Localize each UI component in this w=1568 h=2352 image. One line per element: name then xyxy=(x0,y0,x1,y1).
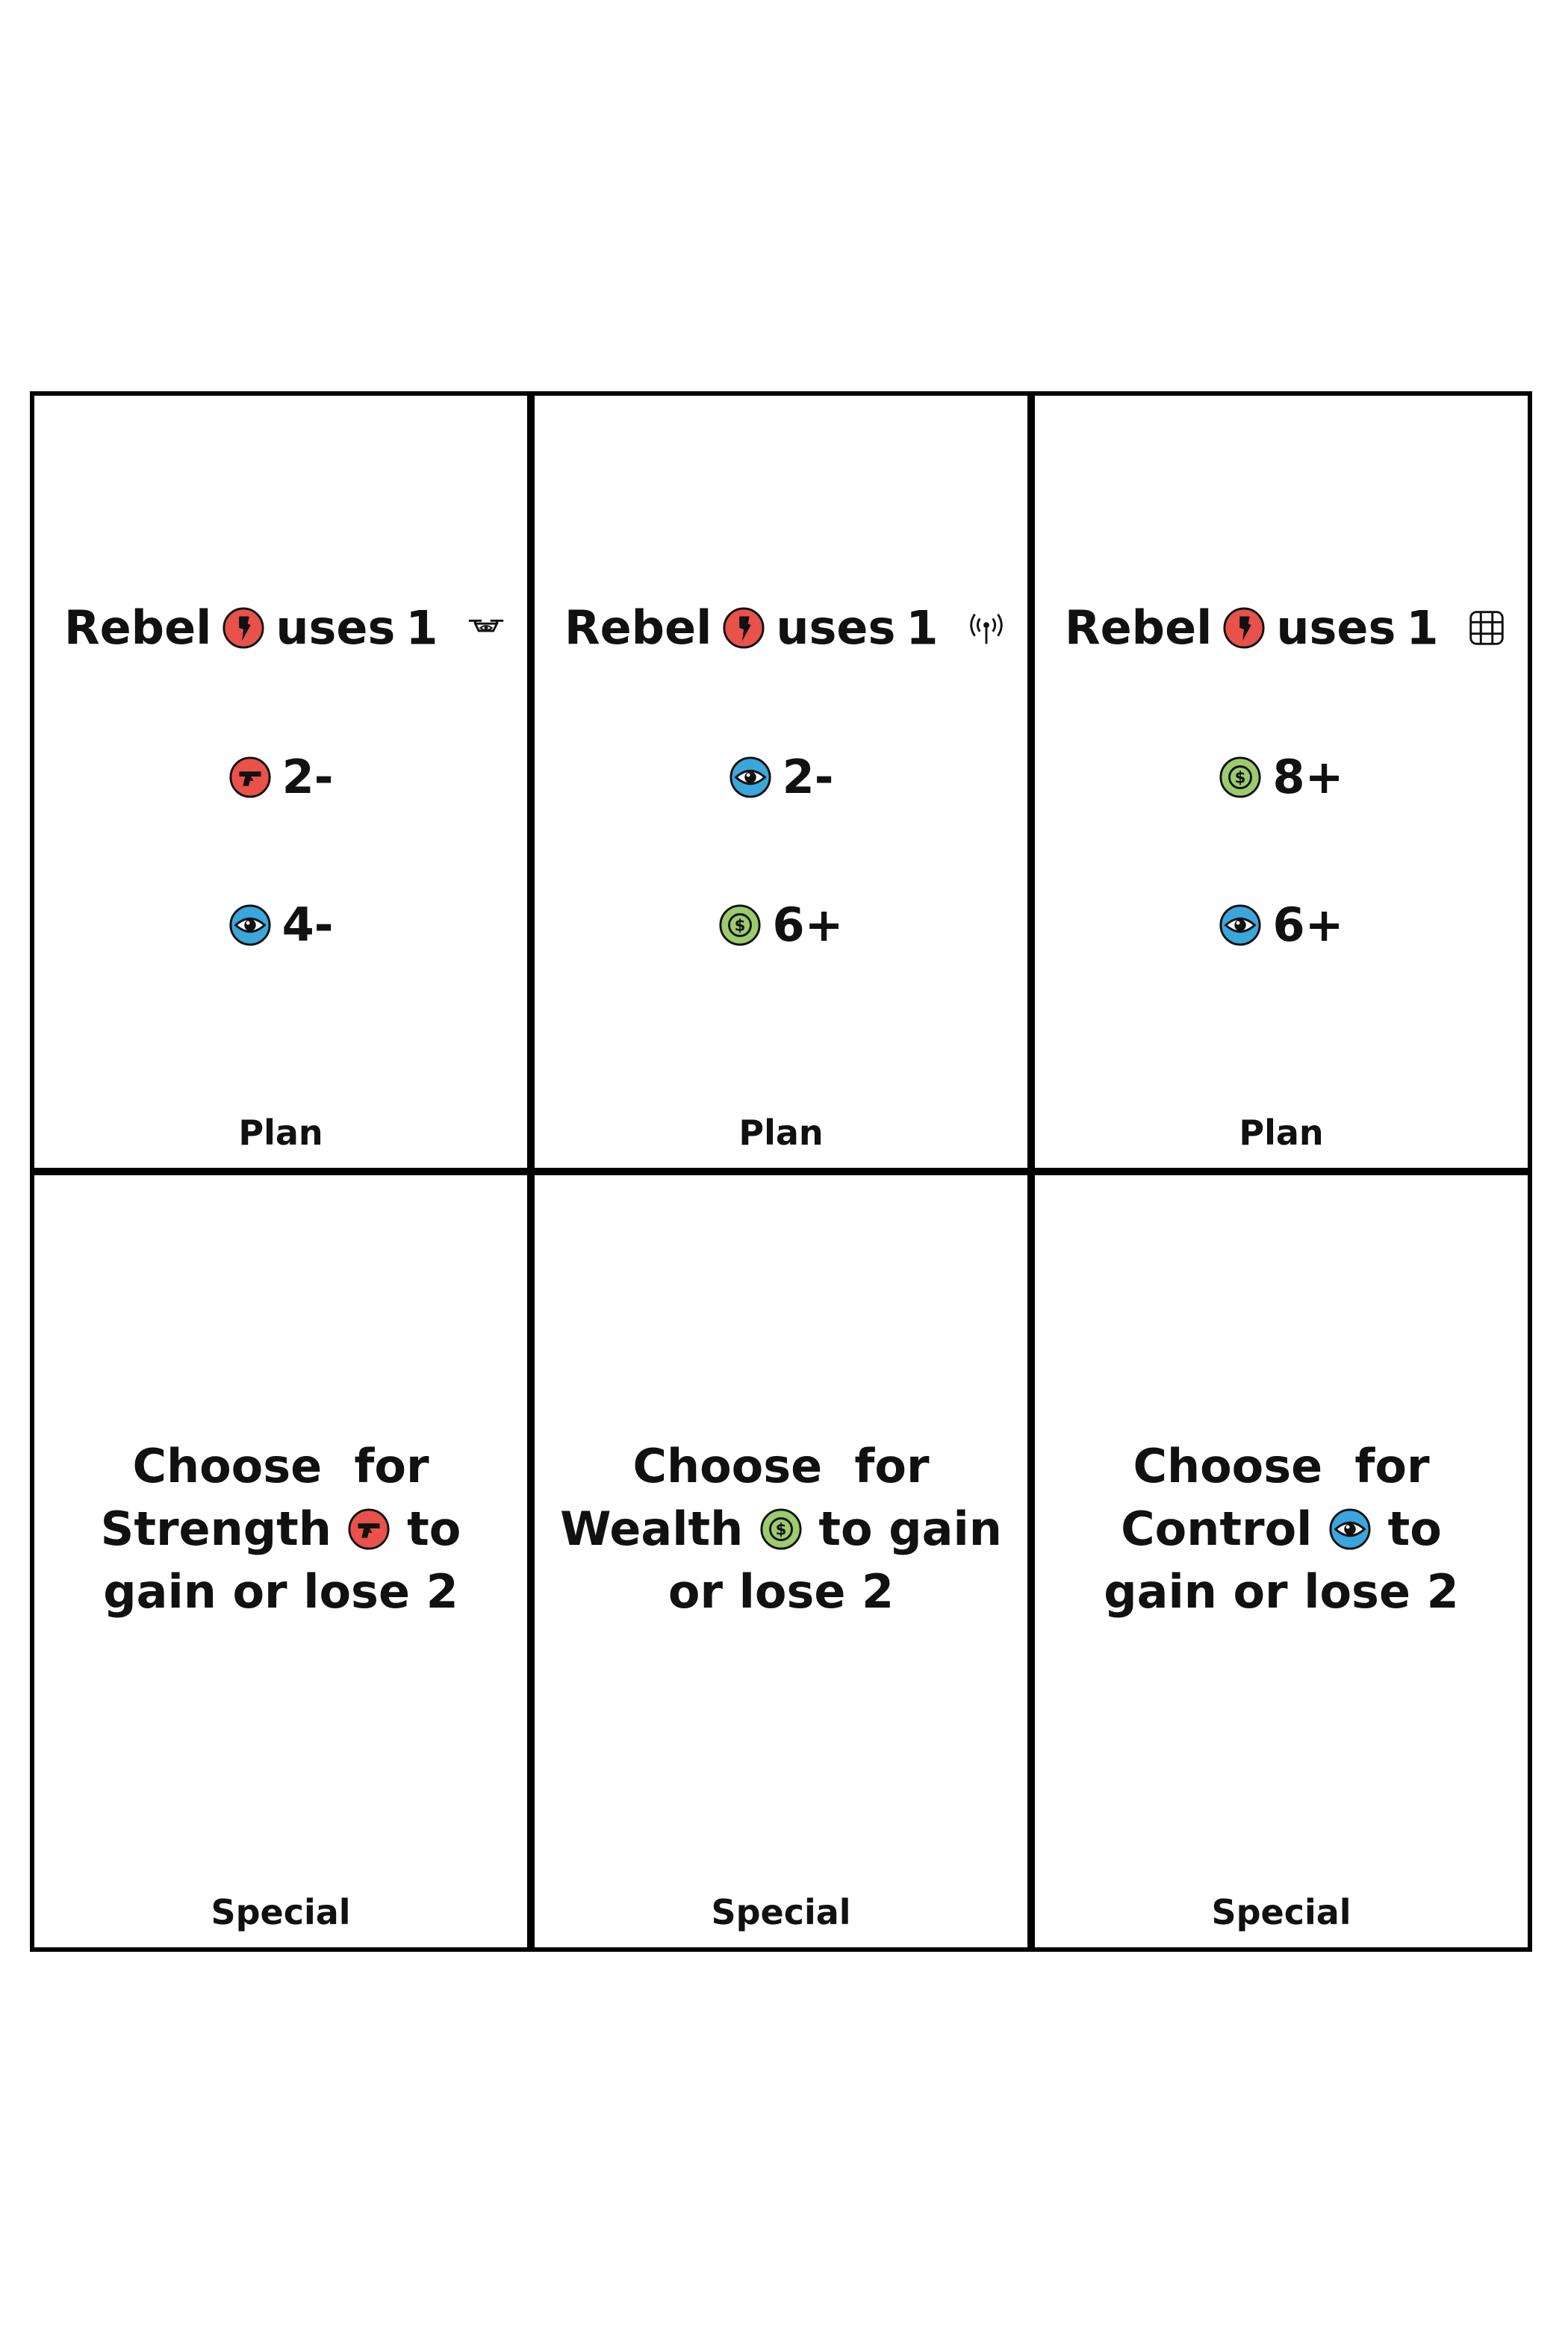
control-eye-icon xyxy=(1219,903,1262,947)
special-text: Choose for Wealth to gain or lose 2 xyxy=(542,1175,1020,1880)
requirement-row: 2- xyxy=(535,747,1027,804)
uses-count: 1 xyxy=(906,600,939,656)
requirement-row: 8+ xyxy=(1035,747,1528,804)
rebel-label: Rebel xyxy=(1064,600,1213,656)
uses-count: 1 xyxy=(1406,600,1439,656)
wealth-dollar-icon xyxy=(718,903,762,947)
card-type-label: Plan xyxy=(238,1113,323,1153)
special-card-wealth[interactable]: Choose for Wealth to gain or lose 2 Spec… xyxy=(530,1171,1032,1952)
special-card-strength[interactable]: Choose for Strength to gain or lose 2 Sp… xyxy=(30,1171,532,1952)
control-eye-icon xyxy=(1328,1508,1372,1551)
requirement-value: 6+ xyxy=(772,897,844,953)
strength-gun-icon xyxy=(228,756,272,799)
wealth-dollar-icon xyxy=(1219,756,1262,799)
card-type-label: Special xyxy=(1211,1892,1351,1932)
plan-headline: Rebel uses 1 xyxy=(535,597,1027,655)
requirement-value: 2- xyxy=(782,750,834,805)
special-text-before: Choose for Control xyxy=(1121,1439,1446,1556)
rebel-icon xyxy=(222,606,265,650)
requirement-row: 6+ xyxy=(1035,895,1528,952)
special-text-after: to gain or lose 2 xyxy=(1104,1501,1459,1619)
plan-headline: Rebel uses 1 xyxy=(1035,597,1528,655)
drone-icon xyxy=(464,606,508,650)
card-type-label: Special xyxy=(211,1892,351,1932)
requirement-value: 2- xyxy=(281,750,334,805)
wealth-dollar-icon xyxy=(759,1508,803,1551)
control-eye-icon xyxy=(729,756,772,799)
special-text-before: Choose for Strength xyxy=(100,1439,446,1556)
requirement-value: 8+ xyxy=(1272,750,1344,805)
rebel-label: Rebel xyxy=(564,600,712,656)
rebel-label: Rebel xyxy=(63,600,212,656)
plan-card-2[interactable]: Rebel uses 1 2- 6+ Plan xyxy=(530,391,1032,1172)
requirement-row: 6+ xyxy=(535,895,1027,952)
special-card-control[interactable]: Choose for Control to gain or lose 2 Spe… xyxy=(1030,1171,1532,1952)
special-text: Choose for Strength to gain or lose 2 xyxy=(42,1175,520,1880)
chip-card-icon xyxy=(1465,606,1508,650)
strength-gun-icon xyxy=(347,1508,391,1551)
card-type-label: Special xyxy=(711,1892,851,1932)
special-text: Choose for Control to gain or lose 2 xyxy=(1042,1175,1520,1880)
rebel-icon xyxy=(1222,606,1266,650)
special-text-before: Choose for Wealth xyxy=(560,1439,946,1556)
uses-label: uses xyxy=(1276,600,1396,656)
plan-card-1[interactable]: Rebel uses 1 2- 4- Plan xyxy=(30,391,532,1172)
card-type-label: Plan xyxy=(738,1113,824,1153)
plan-card-3[interactable]: Rebel uses 1 8+ 6+ Plan xyxy=(1030,391,1532,1172)
requirement-row: 2- xyxy=(34,747,527,804)
rebel-icon xyxy=(722,606,765,650)
uses-count: 1 xyxy=(405,600,438,656)
card-type-label: Plan xyxy=(1239,1113,1324,1153)
plan-headline: Rebel uses 1 xyxy=(34,597,527,655)
uses-label: uses xyxy=(276,600,396,656)
requirement-value: 6+ xyxy=(1272,897,1344,953)
requirement-row: 4- xyxy=(34,895,527,952)
requirement-value: 4- xyxy=(281,897,334,953)
card-sheet: Rebel uses 1 2- 4- Plan Rebel uses 1 2- 6+ P… xyxy=(30,391,1532,1952)
special-text-after: to gain or lose 2 xyxy=(668,1501,1002,1619)
uses-label: uses xyxy=(776,600,896,656)
radio-broadcast-icon xyxy=(965,606,1008,650)
control-eye-icon xyxy=(228,903,272,947)
special-text-after: to gain or lose 2 xyxy=(103,1501,461,1619)
